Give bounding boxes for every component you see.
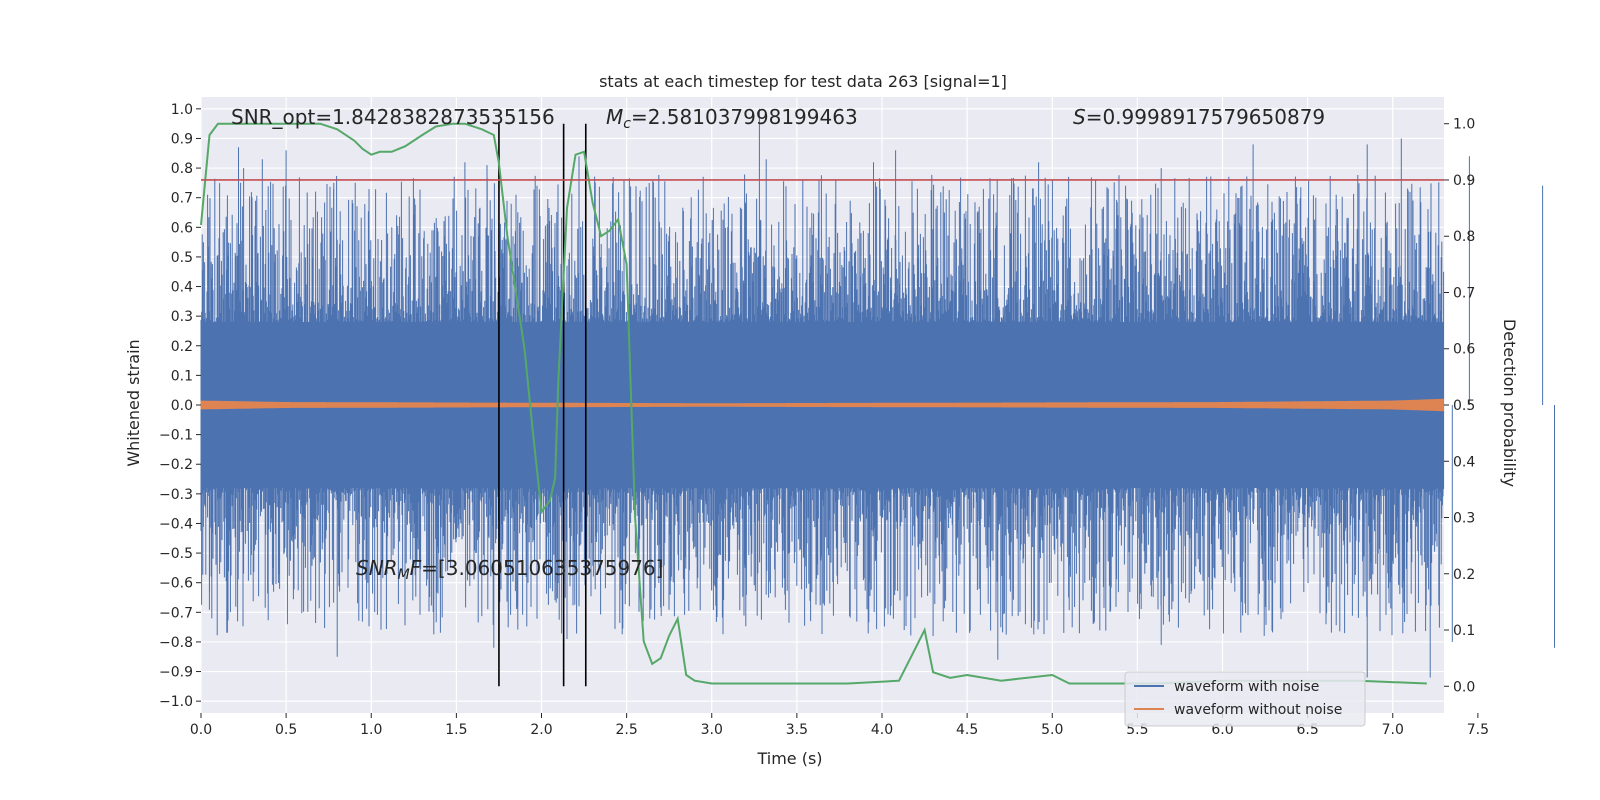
y-tick-label: 0.4 (171, 280, 193, 296)
snrmf-symbol: SNR (356, 556, 398, 580)
s-symbol: S (1073, 105, 1086, 129)
y-tick-label: 0.6 (171, 220, 193, 236)
y2-tick-label: 0.7 (1453, 285, 1475, 301)
mc-subscript: c (623, 116, 631, 132)
detection-probability-line (200, 122, 1427, 685)
y2-tick-label: 0.1 (1453, 623, 1475, 639)
x-tick-label: 1.5 (445, 722, 467, 738)
detection-probability-series (200, 122, 1427, 685)
legend-label-clean: waveform without noise (1174, 702, 1342, 718)
y-tick-label: 0.9 (171, 131, 193, 147)
y-tick-label: −0.2 (159, 457, 193, 473)
y-tick-label: −0.7 (159, 605, 193, 621)
y-tick-label: 1.0 (171, 102, 193, 118)
y-axis-label: Whitened strain (124, 339, 143, 466)
x-axis-label: Time (s) (756, 749, 822, 768)
x-tick-label: 5.0 (1041, 722, 1063, 738)
y-tick-label: −0.5 (159, 546, 193, 562)
x-tick-label: 0.0 (190, 722, 212, 738)
y-tick-label: 0.8 (171, 161, 193, 177)
y2-tick-label: 0.3 (1453, 511, 1475, 527)
x-tick-label: 4.5 (956, 722, 978, 738)
x-tick-label: 2.5 (615, 722, 637, 738)
snrmf-f: F (410, 556, 422, 580)
y-tick-label: 0.2 (171, 339, 193, 355)
y2-tick-label: 0.9 (1453, 173, 1475, 189)
mc-value: =2.581037998199463 (631, 105, 858, 129)
y2-tick-label: 0.8 (1453, 229, 1475, 245)
snr-opt-annotation: SNR_opt=1.8428382873535156 (231, 105, 555, 129)
s-annotation: S=0.9998917579650879 (1073, 105, 1325, 129)
legend: waveform with noise waveform without noi… (1124, 671, 1366, 727)
x-tick-label: 7.0 (1382, 722, 1404, 738)
legend-label-noise: waveform with noise (1174, 679, 1319, 695)
y-tick-label: −0.4 (159, 516, 193, 532)
x-tick-label: 4.0 (871, 722, 893, 738)
mc-annotation: Mc=2.581037998199463 (606, 105, 858, 132)
y-tick-label: 0.0 (171, 398, 193, 414)
y2-tick-label: 0.0 (1453, 679, 1475, 695)
y2-tick-label: 1.0 (1453, 117, 1475, 133)
legend-box (1124, 671, 1366, 727)
y-tick-label: 0.1 (171, 368, 193, 384)
y-tick-label: −1.0 (159, 694, 193, 710)
y2-tick-label: 0.4 (1453, 454, 1475, 470)
y-tick-label: −0.1 (159, 428, 193, 444)
axes: 0.0 0.5 1.0 1.5 2.0 2.5 3.0 3.5 4.0 4.5 5.0 5.5 6.0 6… (159, 102, 1489, 738)
x-tick-label: 3.5 (786, 722, 808, 738)
snrmf-annotation: SNRMF=[3.060510635375976] (356, 556, 664, 583)
y-tick-label: −0.8 (159, 635, 193, 651)
x-tick-label: 2.0 (530, 722, 552, 738)
y-tick-label: 0.3 (171, 309, 193, 325)
y2-tick-label: 0.6 (1453, 342, 1475, 358)
x-tick-label: 1.0 (360, 722, 382, 738)
x-tick-label: 0.5 (275, 722, 297, 738)
y-tick-label: 0.5 (171, 250, 193, 266)
x-tick-label: 3.0 (701, 722, 723, 738)
y2-tick-label: 0.5 (1453, 398, 1475, 414)
y-tick-label: −0.9 (159, 665, 193, 681)
chart-title: stats at each timestep for test data 263… (599, 72, 1007, 91)
y-tick-label: −0.6 (159, 576, 193, 592)
y2-axis-label: Detection probability (1500, 319, 1519, 487)
s-value: =0.9998917579650879 (1086, 105, 1325, 129)
mc-symbol: M (606, 105, 623, 129)
y-tick-label: 0.7 (171, 191, 193, 207)
y2-tick-label: 0.2 (1453, 567, 1475, 583)
snrmf-subscript: M (398, 567, 410, 583)
snrmf-value: =[3.060510635375976] (421, 556, 663, 580)
y-tick-label: −0.3 (159, 487, 193, 503)
vertical-markers (498, 123, 587, 687)
x-tick-label: 7.5 (1467, 722, 1489, 738)
